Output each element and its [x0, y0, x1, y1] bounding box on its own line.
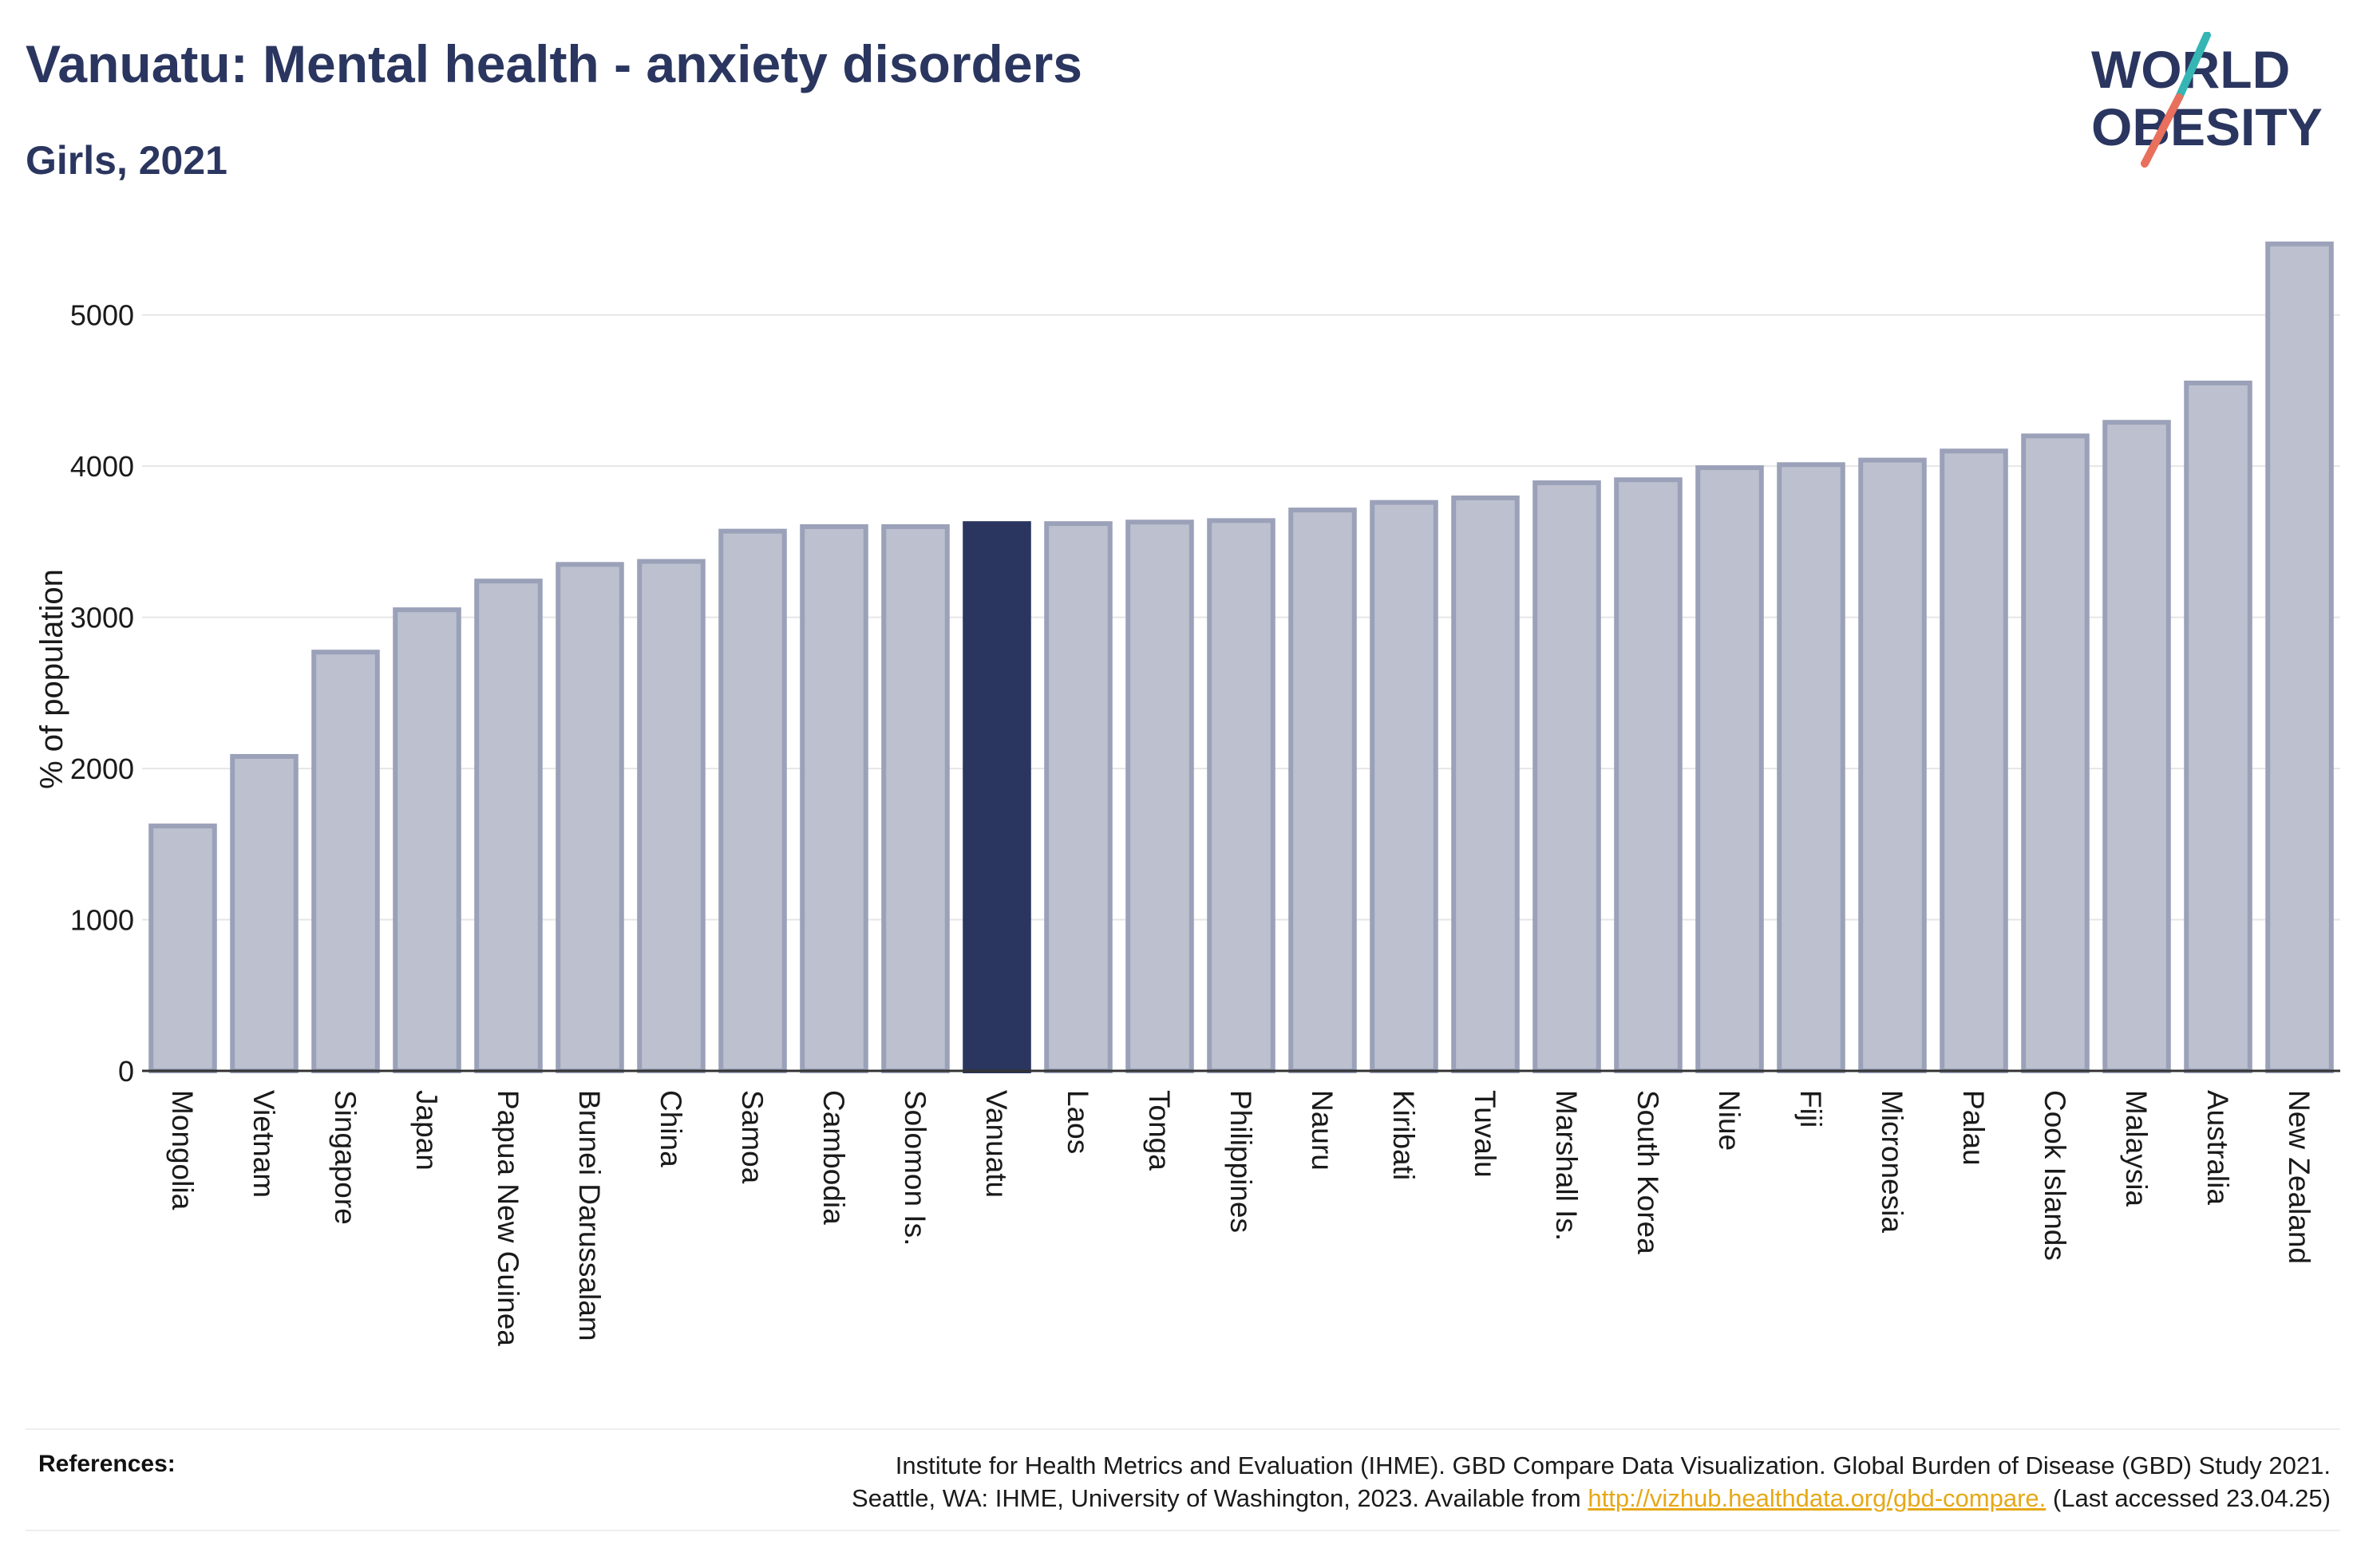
bar-australia[interactable] [2184, 380, 2252, 1073]
references-label: References: [38, 1451, 176, 1477]
x-tick-label: Mongolia [166, 1090, 199, 1211]
x-tick-label: Tonga [1143, 1090, 1176, 1171]
y-tick-label: 5000 [70, 299, 134, 332]
bar-chart: 0 1000 2000 3000 4000 5000 Mongolia Vietnam Sing… [34, 241, 2340, 1346]
x-tick-label: Marshall Is. [1550, 1090, 1583, 1241]
bar-south-korea[interactable] [1614, 477, 1683, 1073]
bar-cambodia[interactable] [800, 523, 868, 1073]
bar-micronesia[interactable] [1858, 457, 1927, 1073]
x-tick-label: New Zealand [2283, 1090, 2316, 1264]
bar-japan[interactable] [393, 607, 461, 1073]
references-text: Institute for Health Metrics and Evaluat… [852, 1449, 2331, 1515]
bar-malaysia[interactable] [2102, 420, 2171, 1073]
bar-new-zealand[interactable] [2265, 241, 2334, 1074]
y-tick-label: 2000 [70, 752, 134, 785]
bar-china[interactable] [637, 559, 706, 1073]
world-obesity-logo: WORLD OBESITY [2091, 32, 2323, 168]
bar-philippines[interactable] [1207, 518, 1275, 1073]
references-link[interactable]: http://vizhub.healthdata.org/gbd-compare… [1588, 1484, 2047, 1512]
bars [148, 241, 2334, 1074]
x-tick-label: Vietnam [247, 1090, 280, 1198]
x-tick-label: Vanuatu [980, 1090, 1013, 1198]
x-tick-label: Samoa [736, 1090, 769, 1184]
x-tick-label: Kiribati [1387, 1090, 1420, 1180]
bar-cook-islands[interactable] [2021, 433, 2090, 1073]
bar-papua-new-guinea[interactable] [474, 579, 543, 1073]
bar-tonga[interactable] [1125, 519, 1194, 1073]
bar-fiji[interactable] [1777, 462, 1845, 1073]
bar-palau[interactable] [1940, 448, 2008, 1073]
bar-marshall-is[interactable] [1532, 480, 1601, 1073]
x-tick-label: Brunei Darussalam [573, 1090, 606, 1341]
references-line1: Institute for Health Metrics and Evaluat… [895, 1451, 2331, 1479]
bar-niue[interactable] [1695, 465, 1764, 1073]
x-tick-label: Papua New Guinea [492, 1090, 524, 1346]
bar-vanuatu[interactable] [963, 521, 1031, 1073]
bar-tuvalu[interactable] [1451, 495, 1520, 1073]
logo-slash-teal [2175, 32, 2211, 101]
x-tick-label: Philippines [1224, 1090, 1257, 1233]
bar-vietnam[interactable] [230, 753, 299, 1074]
x-tick-label: China [655, 1090, 687, 1167]
x-tick-label: Australia [2201, 1090, 2234, 1205]
x-tick-label: Nauru [1306, 1090, 1339, 1171]
x-tick-label: Tuvalu [1469, 1090, 1501, 1178]
x-tick-label: Fiji [1794, 1090, 1827, 1128]
y-tick-label: 3000 [70, 602, 134, 634]
bar-solomon-is[interactable] [881, 523, 950, 1073]
x-tick-label: Cook Islands [2039, 1090, 2071, 1261]
logo-slash-coral [2141, 93, 2183, 168]
x-tick-label: Micronesia [1876, 1090, 1908, 1233]
axes: 0 1000 2000 3000 4000 5000 Mongolia Vietnam Sing… [70, 299, 2340, 1346]
x-tick-label: South Korea [1631, 1090, 1664, 1254]
x-tick-label: Palau [1957, 1090, 1990, 1166]
references-line2: Seattle, WA: IHME, University of Washing… [852, 1482, 2331, 1515]
y-axis-label: % of population [34, 569, 69, 789]
bar-nauru[interactable] [1288, 508, 1357, 1073]
y-tick-label: 0 [118, 1055, 134, 1088]
x-tick-label: Japan [410, 1090, 443, 1171]
references-line2-suffix: (Last accessed 23.04.25) [2052, 1484, 2331, 1512]
x-tick-label: Laos [1062, 1090, 1094, 1154]
logo-line2: OBESITY [2091, 97, 2323, 156]
x-tick-label: Malaysia [2120, 1090, 2153, 1207]
references-line2-prefix: Seattle, WA: IHME, University of Washing… [852, 1484, 1581, 1512]
bar-samoa[interactable] [718, 528, 787, 1073]
chart-title: Vanuatu: Mental health - anxiety disorde… [26, 34, 1082, 93]
x-tick-label: Solomon Is. [899, 1090, 931, 1246]
x-tick-label: Niue [1713, 1090, 1746, 1151]
bar-mongolia[interactable] [148, 823, 217, 1073]
bar-singapore[interactable] [311, 650, 380, 1073]
y-tick-label: 1000 [70, 904, 134, 937]
bar-brunei-darussalam[interactable] [556, 562, 624, 1073]
references-box: References: Institute for Health Metrics… [26, 1428, 2340, 1531]
bar-kiribati[interactable] [1370, 500, 1438, 1073]
x-tick-label: Cambodia [817, 1090, 850, 1225]
chart-subtitle: Girls, 2021 [26, 138, 227, 183]
x-tick-label: Singapore [329, 1090, 362, 1225]
bar-laos[interactable] [1044, 521, 1113, 1073]
y-tick-label: 4000 [70, 450, 134, 483]
